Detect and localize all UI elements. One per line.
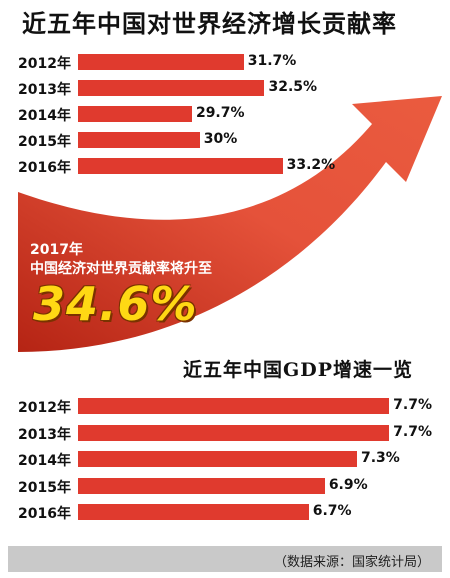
forecast-year: 2017年: [30, 242, 83, 258]
bar-value-label: 6.9%: [328, 476, 368, 493]
bar-row: 2013年 7.7%: [0, 422, 450, 444]
source-bar: （数据来源：国家统计局）: [8, 546, 442, 572]
chart2-title: 近五年中国GDP增速一览: [183, 359, 413, 381]
bar-value-label: 7.3%: [360, 450, 400, 466]
bar-row: 2015年 6.9%: [0, 475, 450, 497]
bar-category-label: 2012年: [18, 56, 71, 72]
forecast-text: 中国经济对世界贡献率将升至: [30, 261, 212, 277]
bar-row: 2014年 7.3%: [0, 448, 450, 470]
bar: [78, 158, 283, 174]
bar-value-label: 29.7%: [195, 105, 245, 121]
bar-category-label: 2013年: [18, 82, 71, 98]
bar-category-label: 2016年: [18, 506, 71, 522]
bar: [78, 398, 390, 414]
bar-row: 2014年 29.7%: [0, 103, 450, 125]
bar-category-label: 2015年: [18, 479, 71, 496]
arrow-body: [18, 96, 442, 352]
bar: [78, 80, 265, 96]
bar: [78, 106, 192, 122]
bar-value-label: 30%: [203, 131, 238, 147]
bar-category-label: 2014年: [18, 108, 71, 124]
chart1-title: 近五年中国对世界经济增长贡献率: [22, 9, 397, 38]
bar: [78, 132, 200, 148]
bar-value-label: 7.7%: [393, 397, 432, 413]
bar-value-label: 32.5%: [268, 79, 318, 95]
bar-value-label: 7.7%: [393, 423, 432, 440]
forecast-value: 34.6%: [33, 277, 198, 331]
source-text: （数据来源：国家统计局）: [273, 555, 430, 570]
bar: [78, 504, 309, 520]
bar-category-label: 2012年: [18, 400, 71, 416]
bar: [78, 54, 244, 70]
bar-category-label: 2013年: [18, 426, 71, 443]
bar: [78, 477, 325, 494]
bar-category-label: 2016年: [18, 160, 71, 176]
bar-row: 2012年 7.7%: [0, 395, 450, 417]
bar: [78, 424, 390, 441]
bar: [78, 451, 357, 467]
bar-row: 2016年 6.7%: [0, 501, 450, 523]
bar-category-label: 2014年: [18, 453, 71, 469]
bar-row: 2013年 32.5%: [0, 77, 450, 99]
bar-category-label: 2015年: [18, 134, 71, 150]
bar-row: 2016年 33.2%: [0, 155, 450, 177]
bar-row: 2015年 30%: [0, 129, 450, 151]
bar-value-label: 6.7%: [312, 503, 352, 519]
bar-row: 2012年 31.7%: [0, 51, 450, 73]
bar-value-label: 33.2%: [286, 157, 336, 173]
bar-value-label: 31.7%: [247, 53, 297, 69]
